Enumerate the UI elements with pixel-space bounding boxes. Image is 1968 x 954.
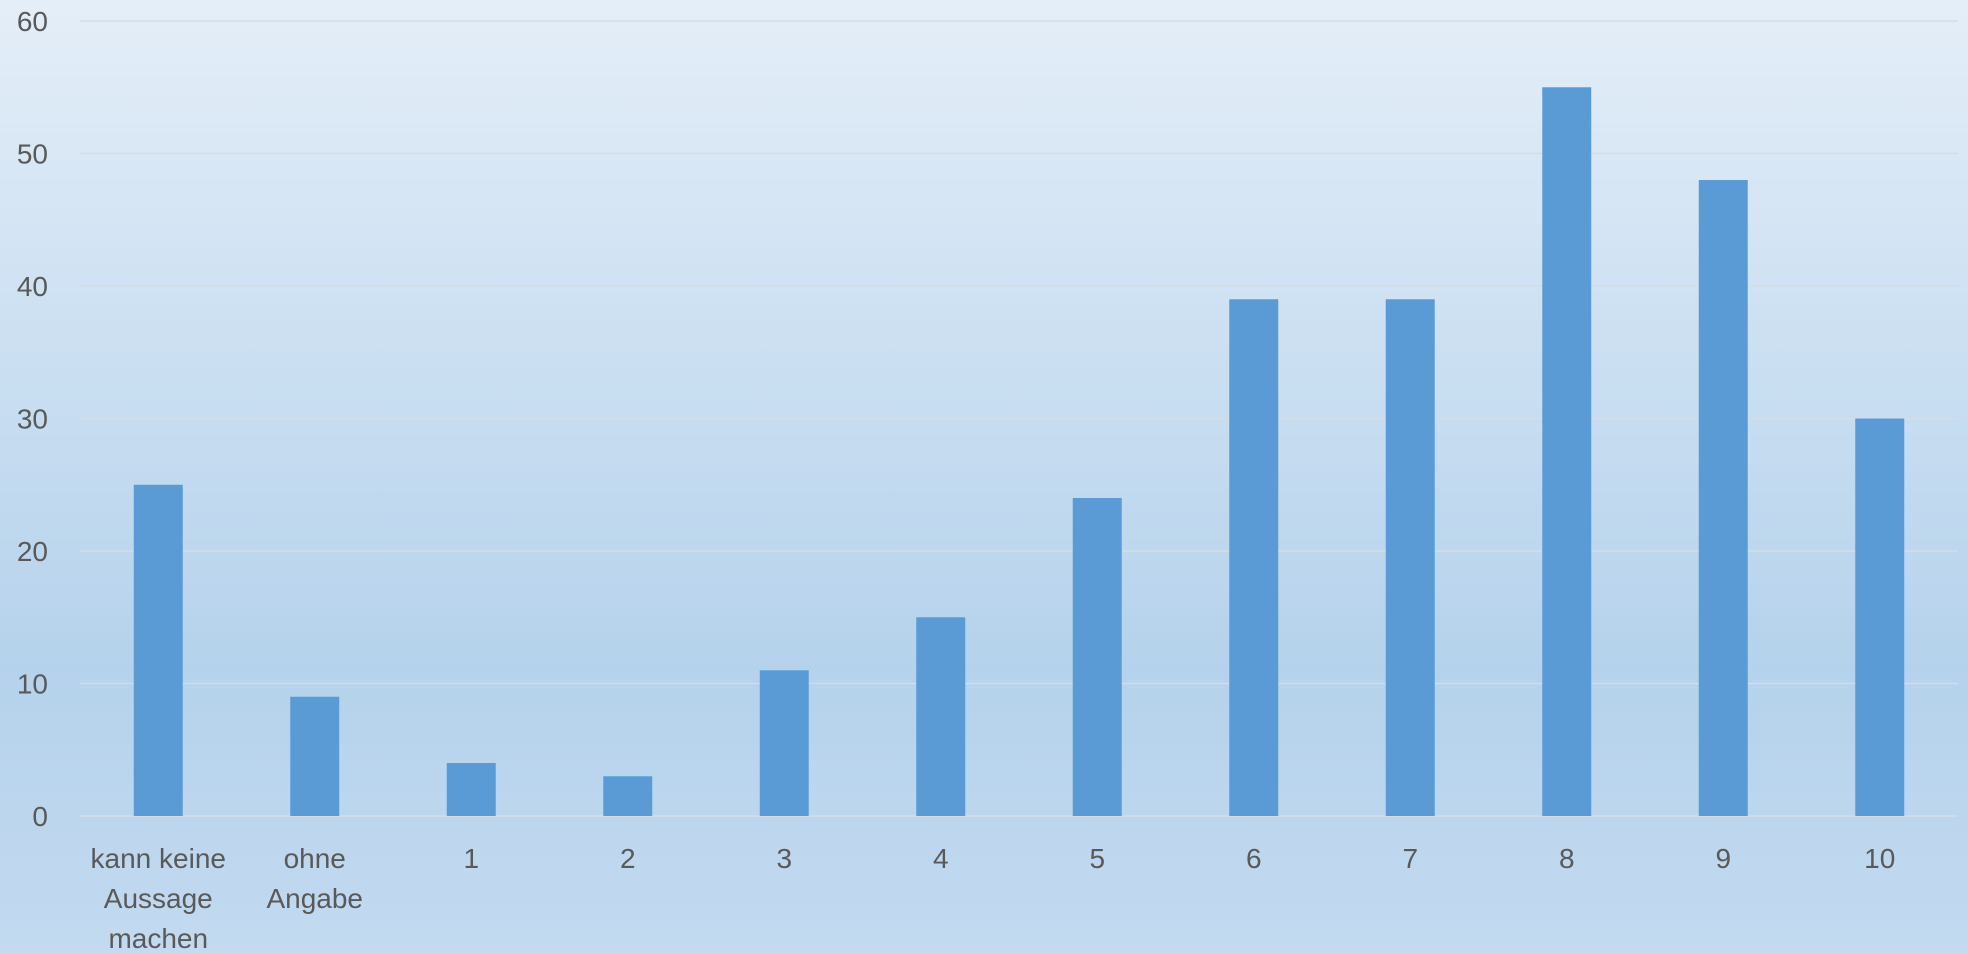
x-tick-label: 3 (776, 843, 792, 874)
bar-4 (603, 776, 653, 816)
bar-8 (1229, 299, 1279, 816)
x-tick-label-line: 3 (776, 843, 792, 874)
bar-5 (759, 670, 809, 816)
x-tick-label-line: 6 (1246, 843, 1262, 874)
y-tick-label: 20 (17, 536, 48, 567)
x-tick-label-line: kann keine (91, 843, 226, 874)
x-tick-label-line: 2 (620, 843, 636, 874)
x-tick-label: 4 (933, 843, 949, 874)
x-tick-label: ohne Angabe (266, 843, 363, 914)
x-tick-label: 6 (1246, 843, 1262, 874)
x-axis-tick-labels: kann keine Aussage machen ohne Angabe 1 2 3 4 5 6 7… (91, 843, 1896, 954)
x-tick-label: 1 (463, 843, 479, 874)
bar-6 (916, 617, 966, 816)
gridlines (80, 20, 1958, 817)
x-tick-label-line: 7 (1402, 843, 1418, 874)
x-tick-label: 7 (1402, 843, 1418, 874)
bar-7 (1072, 498, 1122, 816)
bars (133, 87, 1905, 816)
y-tick-label: 50 (17, 139, 48, 170)
x-tick-label: kann keine Aussage machen (91, 843, 226, 954)
x-tick-label-line: Angabe (266, 883, 363, 914)
bar-2 (290, 696, 340, 816)
x-tick-label-line: Aussage (104, 883, 213, 914)
x-tick-label-line: 1 (463, 843, 479, 874)
y-tick-label: 10 (17, 669, 48, 700)
x-tick-label-line: 10 (1864, 843, 1895, 874)
x-tick-label: 2 (620, 843, 636, 874)
bar-10 (1542, 87, 1592, 816)
bar-11 (1698, 180, 1748, 816)
x-tick-label-line: ohne (284, 843, 346, 874)
bar-9 (1385, 299, 1435, 816)
x-tick-label: 9 (1715, 843, 1731, 874)
y-tick-label: 40 (17, 271, 48, 302)
x-tick-label-line: machen (108, 923, 208, 954)
x-tick-label: 8 (1559, 843, 1575, 874)
x-tick-label-line: 9 (1715, 843, 1731, 874)
y-tick-label: 60 (17, 6, 48, 37)
bar-12 (1855, 418, 1905, 816)
x-tick-label-line: 8 (1559, 843, 1575, 874)
y-tick-label: 0 (32, 801, 48, 832)
bar-1 (133, 484, 183, 816)
bar-3 (446, 763, 496, 816)
y-axis-tick-labels: 0 10 20 30 40 50 60 (17, 6, 48, 832)
x-tick-label-line: 4 (933, 843, 949, 874)
x-tick-label: 5 (1089, 843, 1105, 874)
x-tick-label-line: 5 (1089, 843, 1105, 874)
x-tick-label: 10 (1864, 843, 1895, 874)
y-tick-label: 30 (17, 404, 48, 435)
